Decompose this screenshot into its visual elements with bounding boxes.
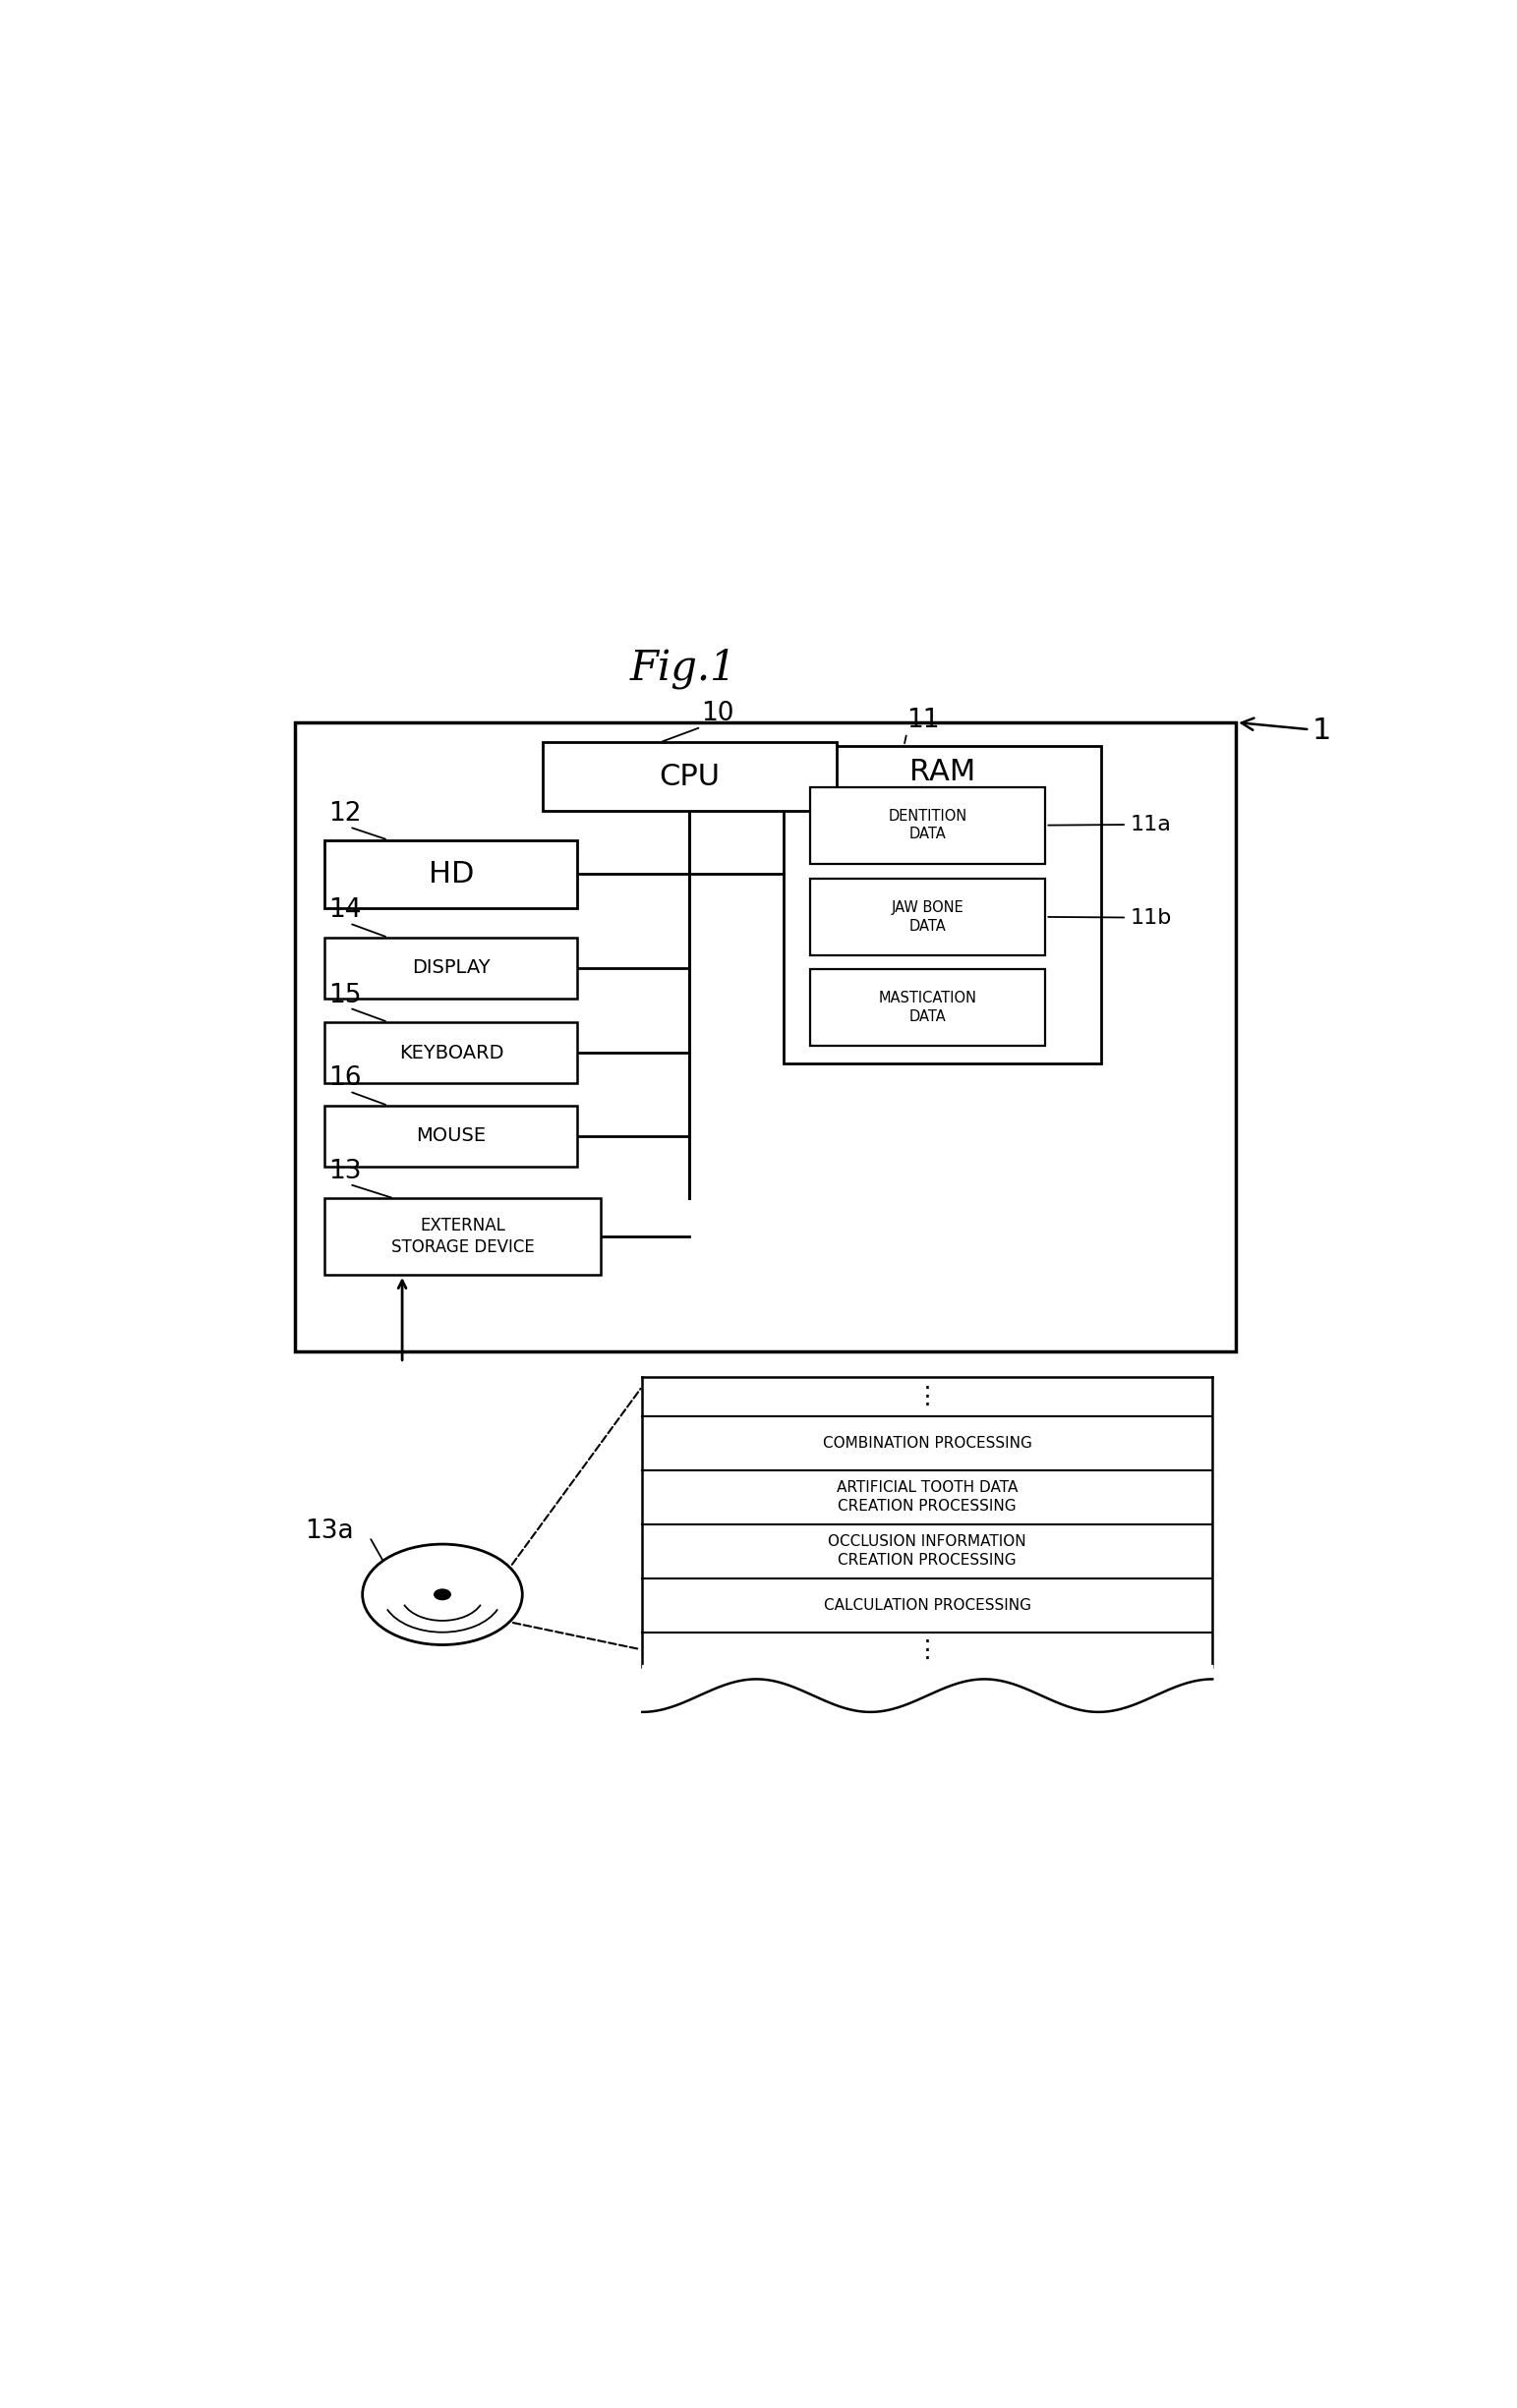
Text: 11: 11	[907, 708, 939, 732]
FancyBboxPatch shape	[642, 1377, 1212, 1666]
FancyBboxPatch shape	[810, 879, 1045, 956]
Text: JAW BONE
DATA: JAW BONE DATA	[892, 901, 965, 934]
Text: RAM: RAM	[909, 759, 975, 785]
FancyBboxPatch shape	[325, 937, 578, 999]
Text: 12: 12	[328, 802, 361, 826]
Text: 14: 14	[328, 898, 361, 922]
Text: 15: 15	[328, 982, 361, 1009]
Text: MOUSE: MOUSE	[416, 1127, 485, 1146]
FancyBboxPatch shape	[325, 1199, 601, 1274]
Text: 13a: 13a	[305, 1519, 353, 1544]
Text: Fig.1: Fig.1	[630, 648, 737, 689]
Text: DENTITION
DATA: DENTITION DATA	[889, 809, 968, 843]
FancyBboxPatch shape	[810, 787, 1045, 864]
Text: CALCULATION PROCESSING: CALCULATION PROCESSING	[824, 1597, 1032, 1613]
Text: CPU: CPU	[658, 763, 719, 790]
FancyBboxPatch shape	[325, 1021, 578, 1084]
Text: ⋮: ⋮	[915, 1637, 939, 1662]
Text: 10: 10	[701, 701, 734, 725]
Text: 11a: 11a	[1130, 814, 1171, 836]
Text: ⋮: ⋮	[915, 1385, 939, 1409]
FancyBboxPatch shape	[543, 742, 836, 811]
FancyBboxPatch shape	[783, 746, 1101, 1064]
Text: 1: 1	[1241, 715, 1332, 744]
Text: KEYBOARD: KEYBOARD	[399, 1043, 504, 1062]
Ellipse shape	[363, 1544, 522, 1645]
FancyBboxPatch shape	[325, 1105, 578, 1168]
Text: DISPLAY: DISPLAY	[413, 958, 490, 978]
Text: MASTICATION
DATA: MASTICATION DATA	[878, 992, 977, 1023]
Text: 13: 13	[328, 1158, 361, 1185]
FancyBboxPatch shape	[325, 840, 578, 908]
Text: HD: HD	[428, 860, 473, 889]
Text: EXTERNAL
STORAGE DEVICE: EXTERNAL STORAGE DEVICE	[391, 1216, 534, 1257]
Text: ARTIFICIAL TOOTH DATA
CREATION PROCESSING: ARTIFICIAL TOOTH DATA CREATION PROCESSIN…	[837, 1481, 1018, 1515]
Text: 16: 16	[328, 1067, 361, 1091]
FancyBboxPatch shape	[296, 722, 1236, 1351]
Ellipse shape	[434, 1589, 451, 1599]
Text: COMBINATION PROCESSING: COMBINATION PROCESSING	[822, 1435, 1032, 1450]
Text: OCCLUSION INFORMATION
CREATION PROCESSING: OCCLUSION INFORMATION CREATION PROCESSIN…	[828, 1534, 1027, 1568]
Text: 11b: 11b	[1130, 908, 1171, 927]
FancyBboxPatch shape	[810, 970, 1045, 1045]
